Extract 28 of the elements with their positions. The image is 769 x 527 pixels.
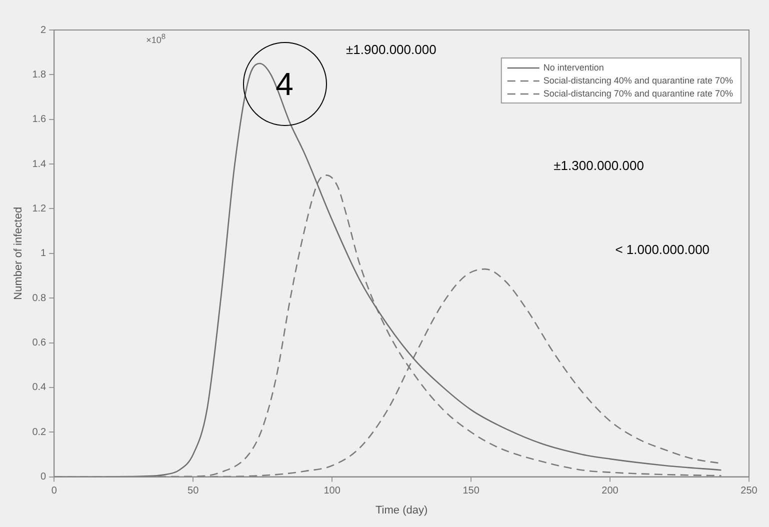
x-tick-label: 250: [740, 486, 758, 497]
y-tick-label: 0.6: [32, 338, 47, 349]
legend-label: Social-distancing 70% and quarantine rate 70%: [543, 88, 733, 98]
annotation: < 1.000.000.000: [615, 242, 710, 258]
y-axis-title: Number of infected: [12, 206, 25, 300]
x-tick-label: 150: [462, 486, 480, 497]
y-tick-label: 1.4: [32, 158, 47, 170]
circle-outline: 4: [242, 42, 327, 126]
annotation: ±1.900.000.000: [346, 42, 436, 58]
y-tick-label: 0.4: [32, 382, 47, 394]
x-tick-label: 200: [602, 486, 619, 497]
x-tick-label: 50: [188, 486, 200, 497]
annotation: 4: [276, 66, 294, 103]
y-tick-label: 0.8: [32, 292, 47, 304]
legend-label: Social-distancing 40% and quarantine rate 70%: [543, 75, 733, 86]
y-tick-label: 0.2: [32, 426, 47, 438]
y-tick-label: 1.2: [32, 203, 47, 214]
legend-label: No intervention: [543, 62, 604, 72]
y-tick-label: 2: [40, 24, 47, 36]
y-tick-label: 1.6: [32, 114, 47, 126]
x-axis-title: Time (day): [375, 504, 428, 516]
x-tick-label: 0: [51, 486, 58, 497]
annotation: ±1.300.000.000: [554, 158, 644, 174]
y-tick-label: 1.8: [32, 69, 47, 80]
x-tick-label: 100: [324, 486, 341, 497]
y-tick-label: 0: [40, 472, 47, 483]
annotation: ×10$^{8}$: [146, 32, 166, 45]
y-tick-label: 1: [40, 248, 47, 260]
